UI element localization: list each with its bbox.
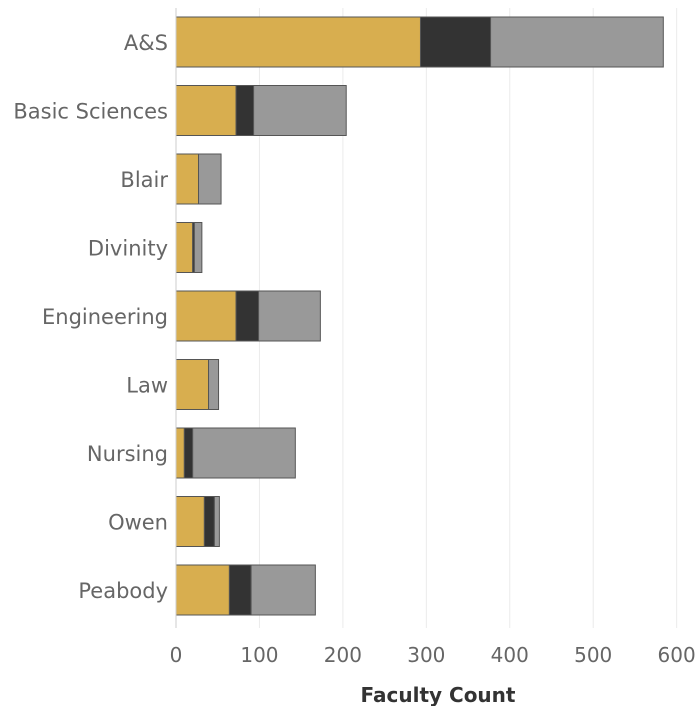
x-tick-label: 200 — [324, 643, 362, 667]
bar-segment — [175, 359, 210, 410]
x-tick-labels: 0 100 200 300 400 500 600 — [170, 643, 696, 667]
bar-segment — [490, 16, 664, 68]
bar-segment — [213, 496, 220, 547]
bar-segment — [192, 427, 296, 479]
category-label: Basic Sciences — [13, 100, 168, 124]
bar-segment — [198, 153, 222, 205]
bars — [175, 16, 664, 616]
x-tick-label: 100 — [240, 643, 278, 667]
x-axis-title: Faculty Count — [361, 683, 516, 706]
bar-segment — [235, 290, 260, 342]
bar-segment — [175, 222, 194, 273]
bar-segment — [228, 564, 252, 616]
x-tick-label: 400 — [491, 643, 529, 667]
category-label: Law — [126, 374, 168, 398]
category-label: Engineering — [42, 305, 168, 329]
bar-segment — [193, 222, 203, 273]
x-tick-label: 300 — [407, 643, 445, 667]
bar-segment — [175, 427, 185, 479]
category-label: Peabody — [78, 579, 168, 603]
category-label: A&S — [124, 31, 168, 55]
bar-segment — [258, 290, 321, 342]
x-tick-label: 500 — [574, 643, 612, 667]
bar-segment — [175, 153, 200, 205]
x-tick-label: 600 — [658, 643, 696, 667]
category-label: Divinity — [88, 237, 168, 261]
bar-segment — [175, 85, 237, 136]
bar-segment — [235, 85, 255, 136]
bar-segment — [250, 564, 316, 616]
bar-segment — [175, 564, 230, 616]
bar-segment — [175, 16, 421, 68]
bar-segment — [175, 290, 237, 342]
category-label: Owen — [108, 511, 168, 535]
bar-segment — [208, 359, 220, 410]
bar-segment — [183, 427, 194, 479]
category-labels: A&S Basic Sciences Blair Divinity Engineerin… — [13, 31, 168, 603]
bar-segment — [175, 496, 205, 547]
bar-segment — [203, 496, 215, 547]
bar-segment — [419, 16, 492, 68]
bar-segment — [253, 85, 347, 136]
x-tick-label: 0 — [170, 643, 183, 667]
category-label: Blair — [120, 168, 168, 192]
category-label: Nursing — [87, 442, 168, 466]
